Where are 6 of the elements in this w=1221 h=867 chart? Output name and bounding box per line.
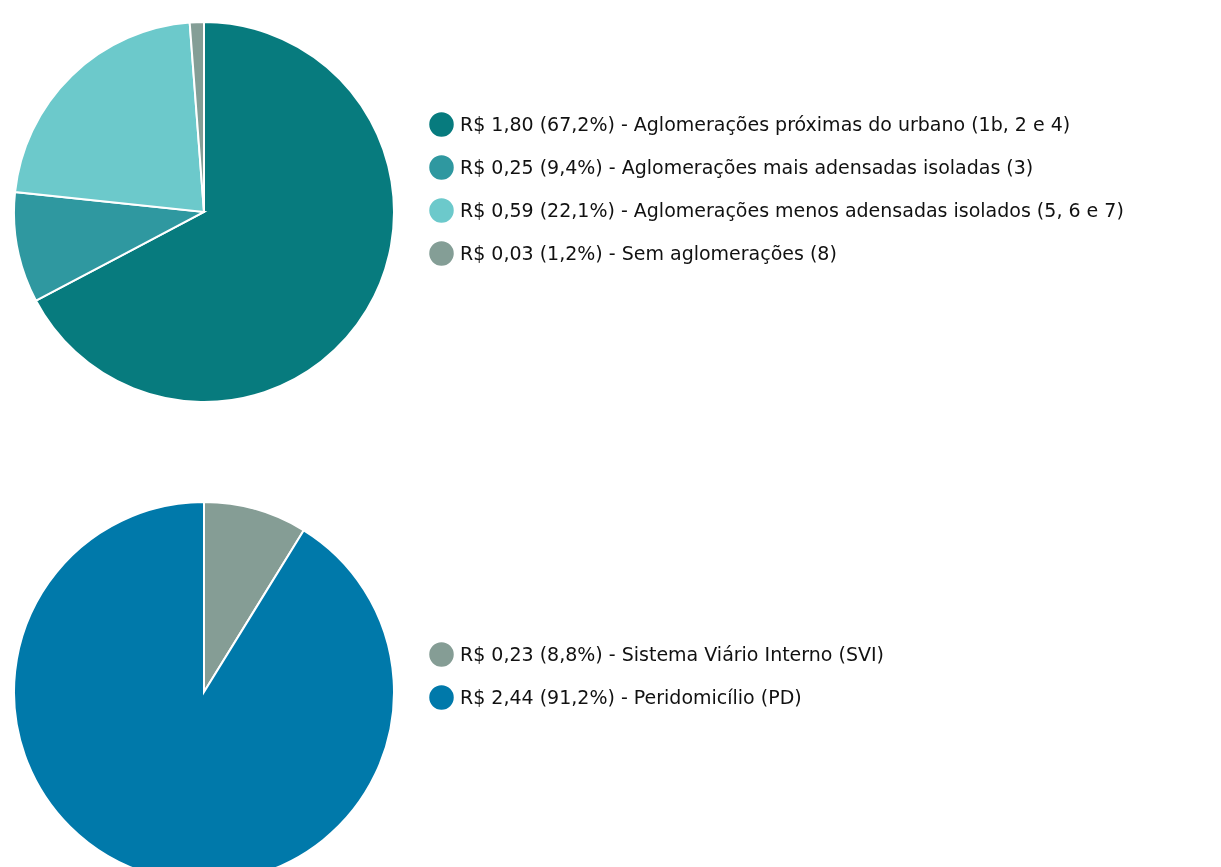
legend-label: R$ 0,59 (22,1%) - Aglomerações menos adensadas isolados (5, 6 e 7) <box>460 198 1124 221</box>
legend-label: R$ 0,25 (9,4%) - Aglomerações mais adensadas isoladas (3) <box>460 155 1034 178</box>
legend-label: R$ 1,80 (67,2%) - Aglomerações próximas do urbano (1b, 2 e 4) <box>460 112 1071 135</box>
legend-label: R$ 2,44 (91,2%) - Peridomicílio (PD) <box>460 685 802 708</box>
legend-label: R$ 0,23 (8,8%) - Sistema Viário Interno (SVI) <box>460 642 884 665</box>
legend-label: R$ 0,03 (1,2%) - Sem aglomerações (8) <box>460 241 837 264</box>
